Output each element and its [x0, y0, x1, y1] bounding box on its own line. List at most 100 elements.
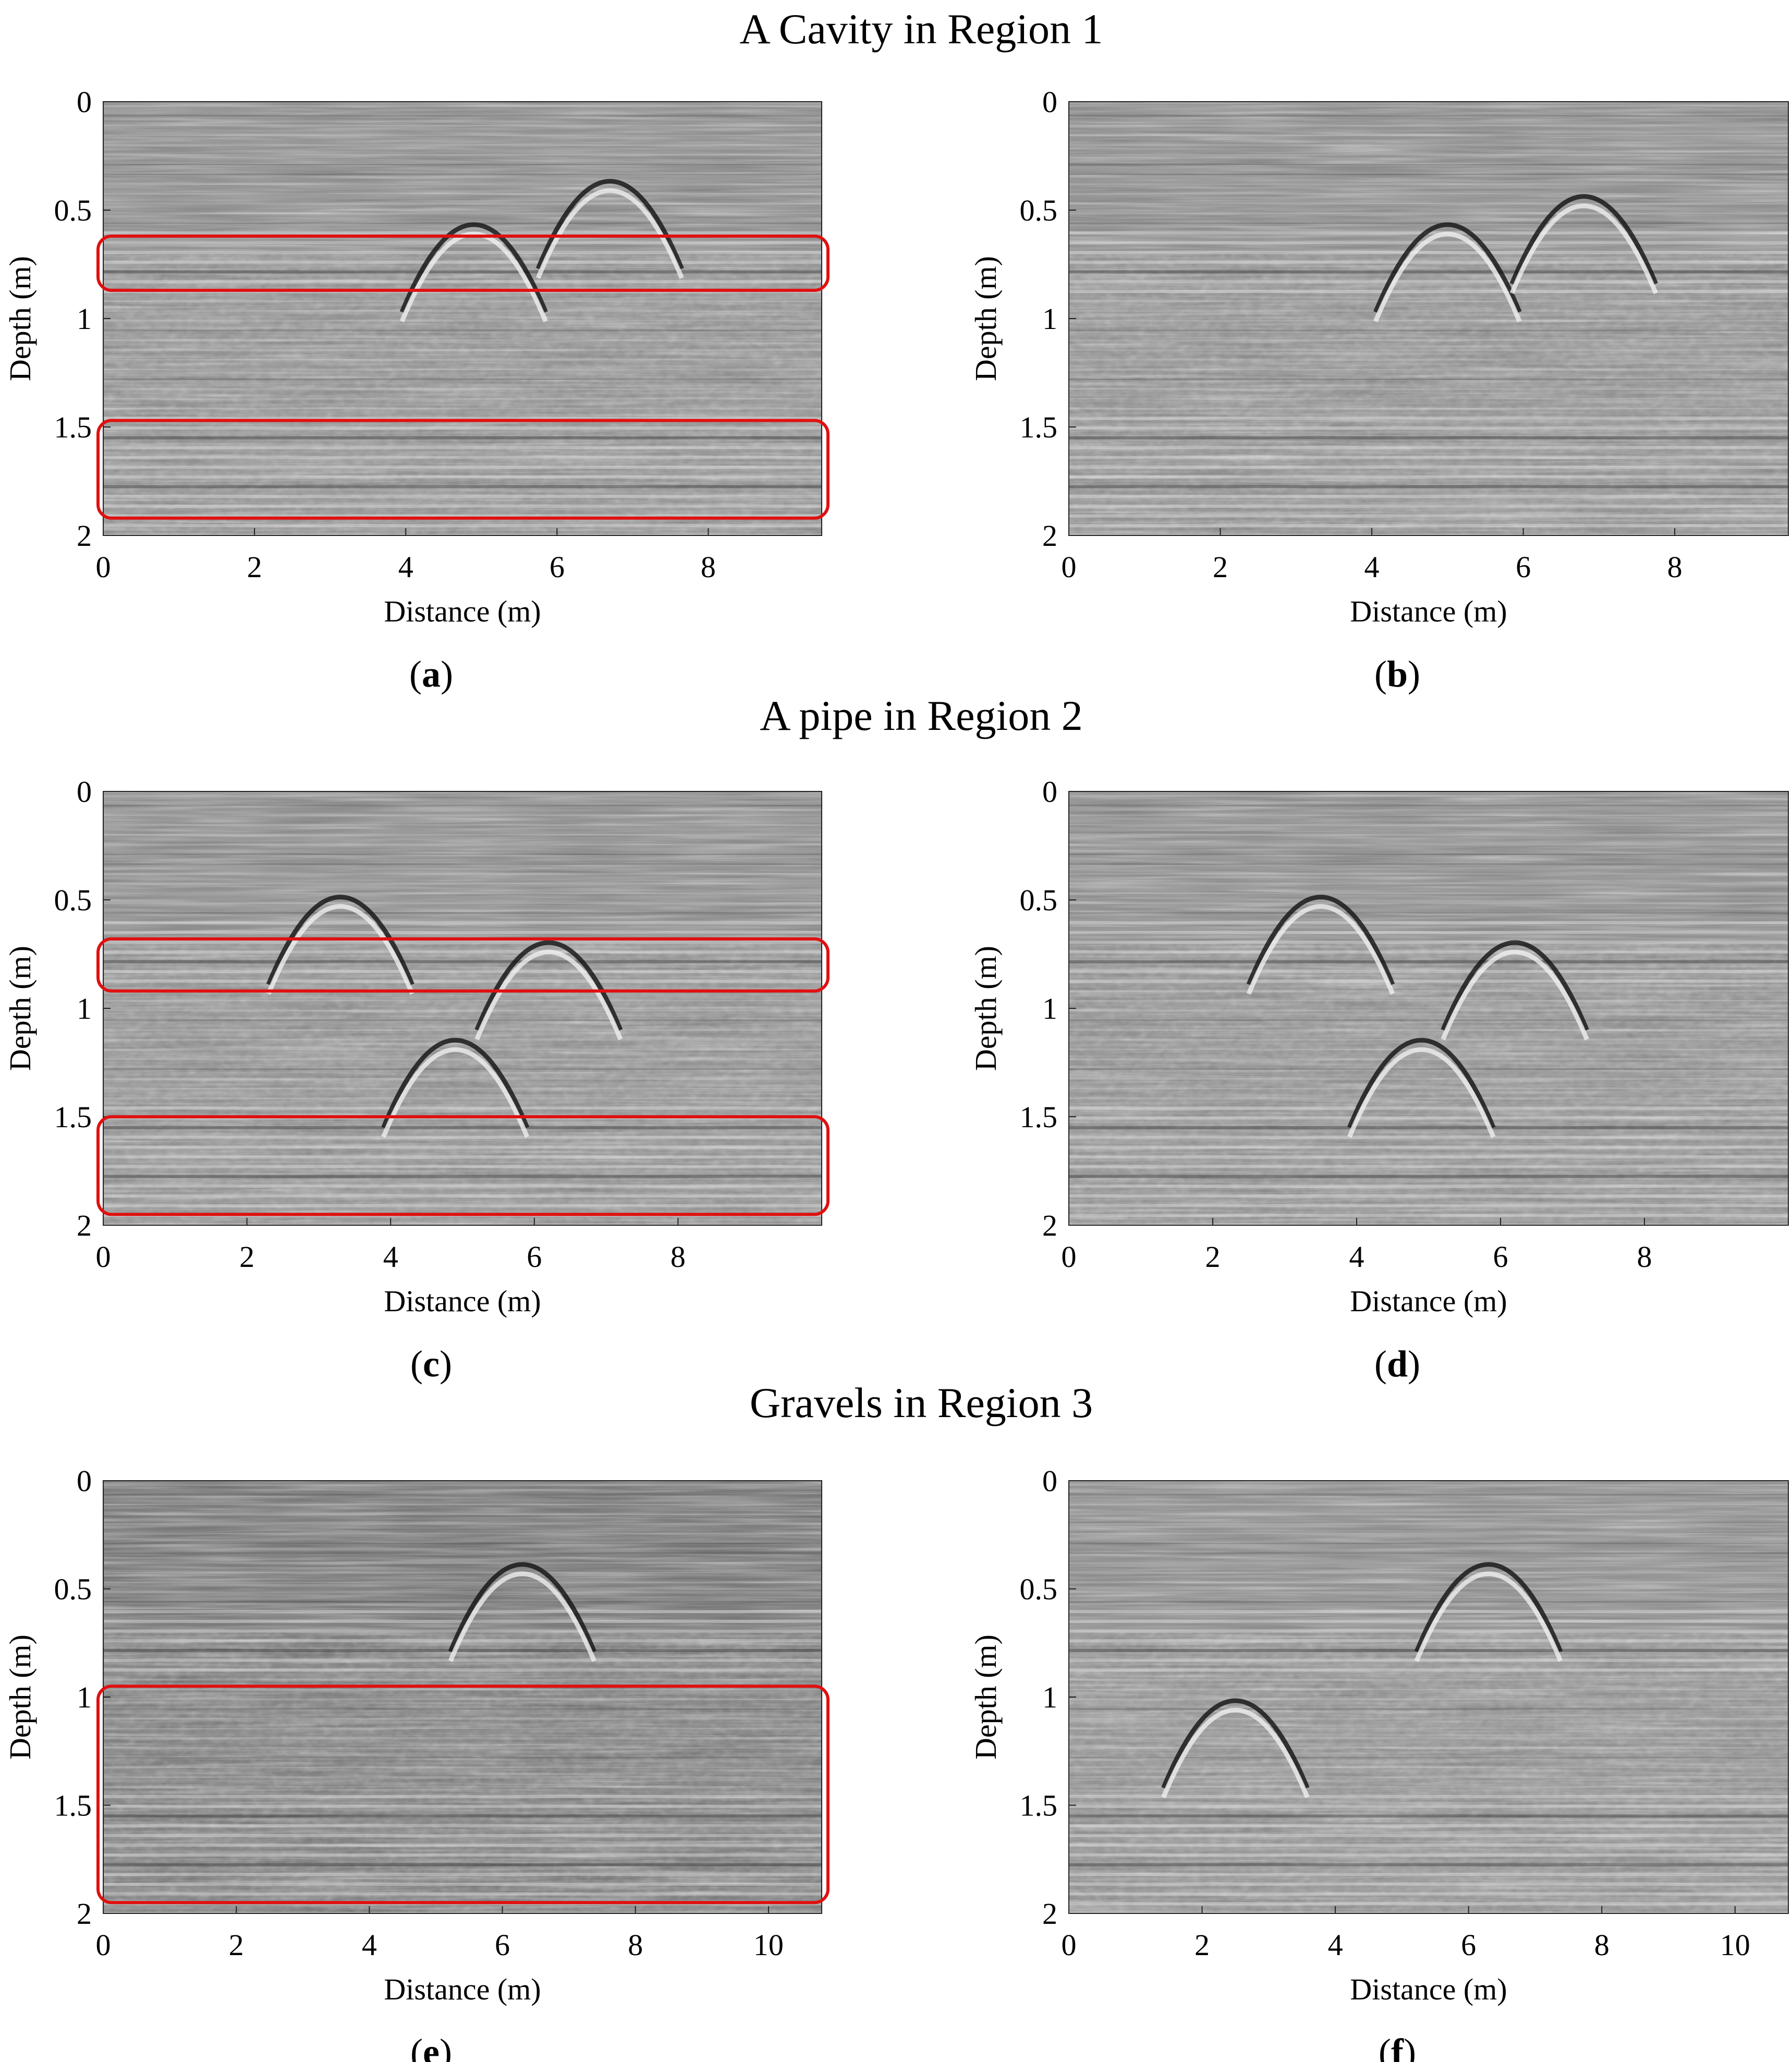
hyperbola-echo-e-0 — [448, 1571, 596, 1662]
y-tick-label-f: 0 — [1042, 1464, 1057, 1498]
hyperbola-d-2 — [1441, 940, 1589, 1031]
hyperbola-c-1 — [266, 895, 415, 985]
x-axis-label-a: Distance (m) — [384, 594, 541, 628]
row-title-1: A Cavity in Region 1 — [740, 5, 1103, 53]
y-tick-label-d: 0 — [1042, 775, 1057, 809]
radargram-b — [1069, 102, 1788, 535]
reflection-bands-e — [103, 1484, 822, 1913]
x-tick-label-c: 4 — [383, 1240, 398, 1274]
radargram-e — [103, 1481, 822, 1913]
radargram-d — [1069, 791, 1788, 1225]
radargram-a — [103, 102, 822, 535]
hyperbola-echo-b-0 — [1373, 231, 1522, 323]
x-tick-label-e: 4 — [362, 1928, 377, 1962]
y-tick-label-b: 1.5 — [1020, 410, 1058, 444]
y-tick-label-a: 2 — [77, 519, 92, 553]
y-tick-label-c: 0.5 — [54, 883, 92, 917]
y-tick-label-a: 1 — [77, 302, 92, 336]
panel-label-a: (a) — [409, 653, 453, 695]
y-tick-label-d: 0.5 — [1020, 883, 1058, 917]
hyperbola-echo-a-0 — [399, 231, 548, 323]
hyperbola-echo-d-1 — [1246, 904, 1395, 995]
x-tick-label-b: 4 — [1364, 550, 1380, 584]
x-tick-label-f: 10 — [1720, 1928, 1750, 1962]
highlight-box-c-2 — [96, 1115, 830, 1216]
x-tick-label-c: 8 — [671, 1240, 686, 1274]
hyperbola-echo-c-0 — [381, 1047, 530, 1138]
x-axis-label-b: Distance (m) — [1350, 594, 1507, 628]
x-tick-label-a: 6 — [550, 550, 565, 584]
y-tick-label-d: 1.5 — [1020, 1100, 1058, 1134]
y-tick-label-f: 1 — [1042, 1680, 1057, 1714]
x-tick-label-a: 0 — [96, 550, 111, 584]
y-axis-label-f: Depth (m) — [969, 1634, 1003, 1760]
y-tick-label-c: 1 — [77, 992, 92, 1026]
reflection-bands-a — [103, 105, 822, 535]
hyperbola-d-1 — [1246, 895, 1395, 985]
hyperbola-b-1 — [1509, 194, 1658, 285]
hyperbola-a-1 — [535, 179, 684, 270]
y-tick-label-b: 0.5 — [1020, 193, 1058, 227]
panel-label-e: (e) — [410, 2031, 452, 2062]
hyperbola-c-2 — [474, 940, 623, 1031]
x-tick-label-b: 8 — [1667, 550, 1683, 584]
y-axis-label-c: Depth (m) — [3, 946, 37, 1071]
hyperbola-echo-b-1 — [1509, 203, 1658, 295]
panel-label-f: (f) — [1379, 2031, 1416, 2062]
y-tick-label-e: 0.5 — [54, 1572, 92, 1606]
x-tick-label-e: 2 — [229, 1928, 244, 1962]
hyperbola-echo-d-2 — [1441, 949, 1589, 1041]
hyperbola-echo-f-0 — [1414, 1571, 1563, 1662]
radargram-c — [103, 791, 822, 1225]
y-tick-label-c: 0 — [77, 775, 92, 809]
x-axis-label-d: Distance (m) — [1350, 1284, 1507, 1318]
x-tick-label-c: 0 — [96, 1240, 111, 1274]
y-tick-label-b: 0 — [1042, 85, 1057, 119]
hyperbola-e-0 — [448, 1562, 596, 1653]
y-axis-label-e: Depth (m) — [3, 1634, 37, 1760]
x-tick-label-f: 6 — [1461, 1928, 1476, 1962]
x-tick-label-c: 2 — [239, 1240, 254, 1274]
x-tick-label-c: 6 — [527, 1240, 542, 1274]
x-tick-label-a: 4 — [398, 550, 413, 584]
x-tick-label-f: 2 — [1194, 1928, 1210, 1962]
hyperbola-d-0 — [1347, 1038, 1496, 1129]
hyperbola-f-0 — [1414, 1562, 1563, 1653]
x-tick-label-e: 10 — [753, 1928, 784, 1962]
x-tick-label-d: 8 — [1637, 1240, 1652, 1274]
y-tick-label-a: 0.5 — [54, 193, 92, 227]
x-tick-label-a: 2 — [247, 550, 262, 584]
hyperbola-echo-c-1 — [266, 904, 415, 995]
x-tick-label-d: 4 — [1349, 1240, 1364, 1274]
radargram-f — [1069, 1481, 1788, 1913]
y-tick-label-f: 1.5 — [1020, 1789, 1058, 1823]
x-tick-label-d: 2 — [1205, 1240, 1221, 1274]
highlight-box-a-1 — [96, 234, 830, 292]
x-tick-label-b: 0 — [1062, 550, 1077, 584]
highlight-box-a-2 — [96, 419, 830, 520]
x-tick-label-a: 8 — [701, 550, 716, 584]
y-tick-label-e: 1 — [77, 1680, 92, 1714]
y-tick-label-b: 2 — [1042, 519, 1057, 553]
y-tick-label-a: 0 — [77, 85, 92, 119]
hyperbola-c-0 — [381, 1038, 530, 1129]
hyperbola-echo-c-2 — [474, 949, 623, 1041]
hyperbola-b-0 — [1373, 222, 1522, 313]
y-tick-label-d: 1 — [1042, 992, 1057, 1026]
row-title-3: Gravels in Region 3 — [750, 1379, 1093, 1426]
panel-label-b: (b) — [1374, 653, 1420, 695]
y-tick-label-e: 2 — [77, 1897, 92, 1931]
y-tick-label-b: 1 — [1042, 302, 1057, 336]
x-tick-label-b: 2 — [1213, 550, 1228, 584]
x-tick-label-e: 6 — [495, 1928, 510, 1962]
y-tick-label-e: 0 — [77, 1464, 92, 1498]
highlight-box-e-1 — [96, 1685, 830, 1905]
y-tick-label-a: 1.5 — [54, 410, 92, 444]
x-tick-label-e: 0 — [96, 1928, 111, 1962]
reflection-bands-d — [1069, 795, 1788, 1225]
y-tick-label-d: 2 — [1042, 1209, 1057, 1242]
